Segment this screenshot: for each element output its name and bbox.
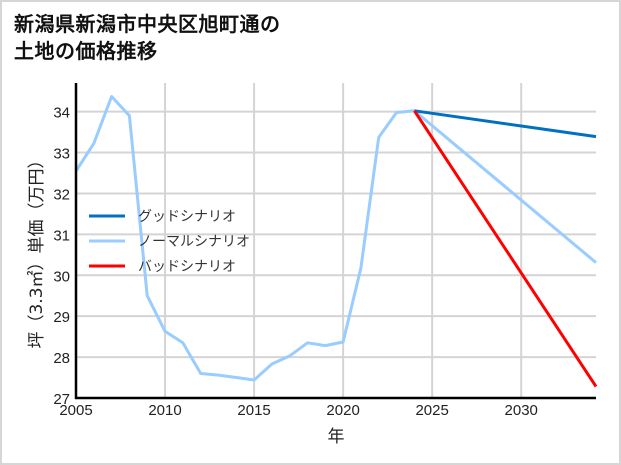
legend-label: ノーマルシナリオ bbox=[138, 234, 250, 250]
y-tick-labels: 27 28 29 30 31 32 33 34 bbox=[53, 105, 70, 408]
legend-label: グッドシナリオ bbox=[138, 209, 236, 225]
gridlines bbox=[76, 83, 596, 398]
y-tick-label: 29 bbox=[53, 309, 70, 326]
x-tick-label: 2030 bbox=[505, 402, 538, 419]
x-tick-label: 2025 bbox=[415, 402, 448, 419]
series-line bbox=[414, 109, 597, 139]
y-tick-label: 31 bbox=[53, 227, 70, 244]
y-tick-label: 27 bbox=[53, 391, 70, 408]
series-line bbox=[413, 109, 598, 388]
x-axis-label: 年 bbox=[328, 427, 345, 447]
y-tick-label: 28 bbox=[53, 350, 70, 367]
x-tick-label: 2010 bbox=[148, 402, 181, 419]
y-axis-label: 坪（3.3㎡）単価（万円） bbox=[27, 151, 47, 348]
axes bbox=[74, 83, 596, 400]
y-tick-label: 34 bbox=[53, 105, 70, 122]
legend-label: バッドシナリオ bbox=[138, 259, 236, 275]
y-tick-label: 32 bbox=[53, 186, 70, 203]
y-tick-label: 33 bbox=[53, 146, 70, 163]
data-lines bbox=[74, 95, 598, 388]
series-line bbox=[74, 95, 597, 382]
x-tick-label: 2020 bbox=[326, 402, 359, 419]
chart-title: 新潟県新潟市中央区旭町通の 土地の価格推移 bbox=[14, 12, 281, 63]
x-tick-labels: 2005 2010 2015 2020 2025 2030 bbox=[59, 402, 538, 419]
x-tick-label: 2015 bbox=[237, 402, 270, 419]
x-tick-label: 2005 bbox=[59, 402, 92, 419]
y-tick-label: 30 bbox=[53, 268, 70, 285]
